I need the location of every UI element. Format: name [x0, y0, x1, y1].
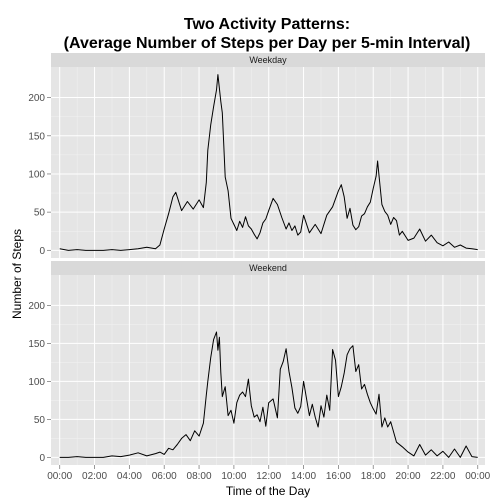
x-tick-label: 22:00 [430, 471, 455, 482]
plot-background [51, 67, 485, 258]
y-tick-label: 150 [28, 339, 45, 350]
plot-background [51, 275, 485, 465]
facet-strip [51, 261, 485, 275]
y-tick-label: 0 [39, 453, 45, 464]
x-tick-label: 12:00 [256, 471, 281, 482]
series-line-weekday [59, 74, 478, 251]
chart-title-line-1: Two Activity Patterns: [184, 16, 350, 33]
y-tick-label: 100 [28, 169, 45, 180]
series-line-weekend [59, 331, 478, 458]
panel-weekday: Weekday 0 50 100 150 200 [28, 53, 485, 258]
x-tick-label: 10:00 [221, 471, 246, 482]
y-axis-title: Number of Steps [10, 229, 24, 319]
y-tick-label: 200 [28, 93, 45, 104]
facet-panels: Weekday 0 50 100 150 200 Weekend 0 50 100 150 200 [28, 53, 485, 465]
x-tick-label: 20:00 [396, 471, 421, 482]
y-tick-label: 100 [28, 377, 45, 388]
panel-weekend: Weekend 0 50 100 150 200 [28, 261, 485, 465]
x-axis-title: Time of the Day [226, 484, 310, 498]
chart-title-line-2: (Average Number of Steps per Day per 5-m… [64, 35, 471, 52]
facet-strip [51, 53, 485, 67]
x-tick-label: 04:00 [117, 471, 142, 482]
x-tick-label: 00:00 [465, 471, 490, 482]
y-tick-label: 200 [28, 301, 45, 312]
x-tick-label: 06:00 [152, 471, 177, 482]
y-tick-label: 50 [34, 415, 46, 426]
x-tick-label: 14:00 [291, 471, 316, 482]
y-tick-label: 0 [39, 246, 45, 257]
y-tick-label: 50 [34, 208, 46, 219]
x-tick-label: 02:00 [82, 471, 107, 482]
x-tick-label: 08:00 [187, 471, 212, 482]
x-axis: 00:00 02:00 04:00 06:00 08:00 10:00 12:00 14:00… [47, 465, 491, 482]
x-tick-label: 18:00 [361, 471, 386, 482]
x-tick-label: 16:00 [326, 471, 351, 482]
x-tick-label: 00:00 [47, 471, 72, 482]
facet-strip-label: Weekend [249, 263, 287, 273]
facet-strip-label: Weekday [249, 55, 287, 65]
y-tick-label: 150 [28, 131, 45, 142]
